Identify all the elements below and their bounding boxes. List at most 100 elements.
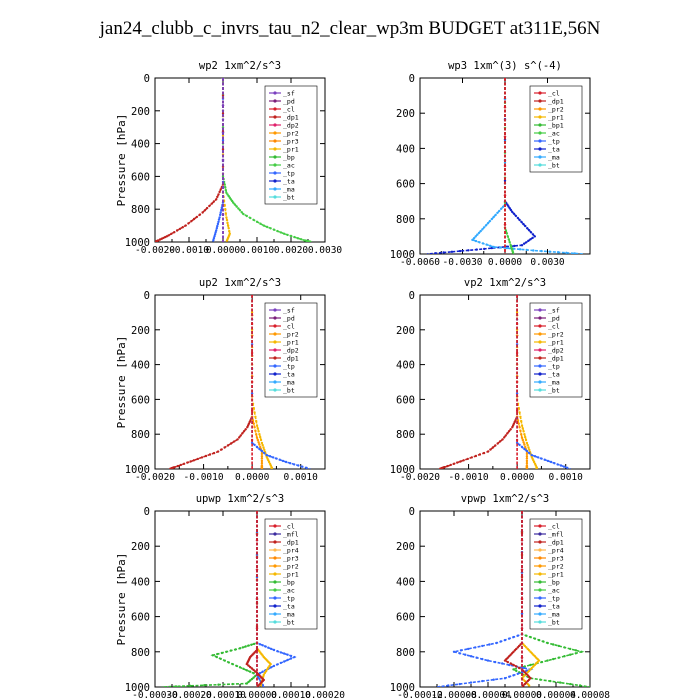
series-point bbox=[505, 657, 508, 661]
series-point bbox=[469, 681, 473, 684]
series-point bbox=[245, 682, 248, 685]
series-point bbox=[284, 460, 288, 464]
series-point bbox=[490, 246, 493, 250]
series-point bbox=[540, 249, 543, 253]
x-tick-label: 0.00010 bbox=[271, 690, 311, 700]
chart-title: upwp 1xm^2/s^3 bbox=[196, 493, 285, 505]
y-tick-label: 0 bbox=[409, 506, 415, 518]
series-point bbox=[509, 428, 512, 431]
series-point bbox=[203, 684, 206, 687]
series-point bbox=[260, 457, 264, 460]
series-point bbox=[546, 659, 549, 662]
series-line-tp bbox=[212, 78, 224, 242]
series-point bbox=[486, 659, 490, 662]
legend-marker bbox=[538, 123, 542, 127]
series-line-bp bbox=[161, 511, 259, 687]
series-point bbox=[518, 411, 521, 414]
series-point bbox=[559, 681, 562, 684]
series-point bbox=[254, 429, 257, 432]
series-point bbox=[221, 186, 225, 189]
series-point bbox=[272, 648, 276, 652]
series-point bbox=[474, 239, 478, 243]
series-point bbox=[198, 213, 201, 216]
series-point bbox=[549, 679, 552, 683]
series-point bbox=[250, 409, 254, 413]
series-point bbox=[186, 461, 189, 464]
series-point bbox=[481, 242, 485, 245]
series-point bbox=[528, 451, 531, 455]
legend-marker bbox=[538, 604, 542, 608]
legend-marker bbox=[273, 107, 277, 111]
series-point bbox=[515, 380, 519, 384]
series-point bbox=[289, 657, 293, 660]
legend-label: _pr2 bbox=[548, 106, 564, 114]
series-point bbox=[476, 233, 479, 236]
series-point bbox=[516, 646, 519, 649]
series-point bbox=[196, 457, 200, 461]
series-point bbox=[481, 228, 484, 231]
series-point bbox=[255, 436, 259, 439]
series-point bbox=[490, 217, 493, 221]
legend-marker bbox=[273, 163, 277, 167]
legend-label: _dp1 bbox=[548, 355, 564, 363]
series-point bbox=[216, 224, 219, 228]
series-point bbox=[259, 445, 262, 449]
series-point bbox=[518, 443, 521, 447]
series-point bbox=[272, 456, 275, 459]
legend-label: _tp bbox=[283, 363, 295, 371]
series-point bbox=[223, 183, 226, 186]
series-point bbox=[525, 457, 529, 460]
series-point bbox=[458, 682, 461, 686]
series-point bbox=[251, 419, 255, 422]
series-point bbox=[262, 446, 265, 449]
series-point bbox=[260, 459, 264, 463]
series-point bbox=[221, 158, 225, 162]
series-point bbox=[249, 216, 252, 220]
series-point bbox=[261, 683, 264, 687]
series-point bbox=[237, 207, 240, 210]
series-point bbox=[216, 195, 219, 199]
chart-panel-2: wp3 1xm^(3) s^(-4)02004006008001000-0.00… bbox=[390, 60, 591, 268]
series-point bbox=[261, 444, 264, 447]
series-point bbox=[261, 670, 264, 673]
series-point bbox=[267, 460, 271, 464]
legend-label: _ma bbox=[548, 611, 560, 619]
y-tick-label: 400 bbox=[396, 576, 415, 588]
x-tick-label: 0.00020 bbox=[305, 690, 345, 700]
series-point bbox=[220, 208, 223, 212]
series-point bbox=[525, 455, 529, 458]
series-point bbox=[242, 667, 245, 670]
series-point bbox=[501, 438, 504, 441]
series-point bbox=[467, 249, 470, 252]
series-point bbox=[506, 203, 509, 206]
series-point bbox=[286, 658, 289, 662]
series-point bbox=[515, 311, 519, 314]
series-point bbox=[217, 220, 220, 223]
series-point bbox=[250, 438, 254, 442]
series-point bbox=[492, 678, 495, 681]
series-point bbox=[260, 467, 264, 469]
legend-label: _pd bbox=[283, 315, 295, 323]
series-point bbox=[526, 227, 529, 230]
series-point bbox=[245, 669, 248, 672]
series-point bbox=[528, 448, 531, 452]
series-point bbox=[257, 441, 260, 444]
series-point bbox=[227, 227, 230, 230]
series-point bbox=[488, 219, 492, 223]
series-point bbox=[518, 218, 521, 222]
x-tick-label: -0.00008 bbox=[431, 690, 477, 700]
y-tick-label: 200 bbox=[396, 108, 415, 120]
legend-label: _tp bbox=[283, 595, 295, 603]
series-point bbox=[232, 201, 235, 204]
series-line-dp1 bbox=[503, 511, 532, 687]
series-point bbox=[509, 662, 512, 665]
legend-label: _bt bbox=[283, 194, 295, 202]
legend-marker bbox=[273, 340, 277, 344]
series-point bbox=[257, 430, 260, 433]
series-point bbox=[255, 445, 259, 449]
series-point bbox=[253, 443, 256, 447]
y-tick-label: 600 bbox=[131, 612, 150, 624]
series-point bbox=[512, 663, 515, 667]
series-point bbox=[252, 676, 255, 679]
series-point bbox=[458, 249, 462, 253]
